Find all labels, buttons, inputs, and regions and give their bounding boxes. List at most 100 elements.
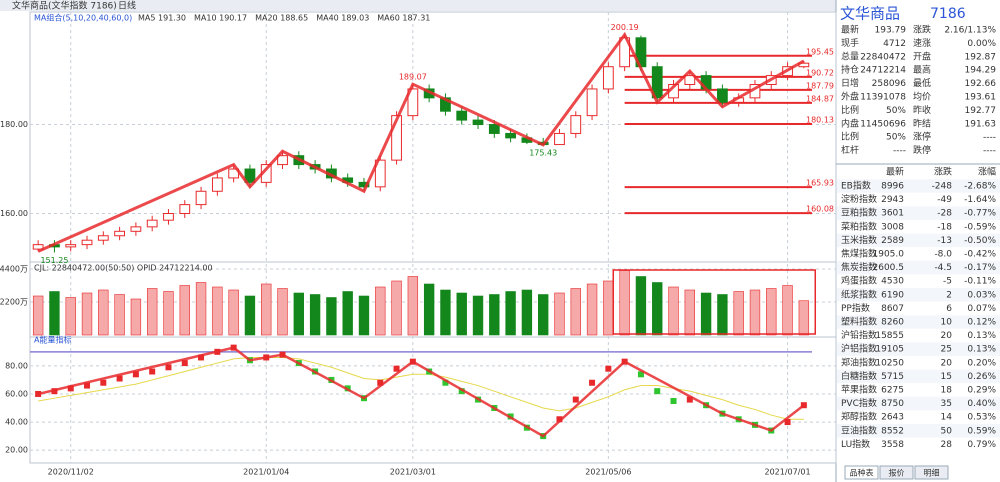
index-name[interactable]: 鸡蛋指数 [841,275,877,287]
quote-label: 日增 [841,77,859,89]
index-name[interactable]: 纸浆指数 [841,288,877,300]
tab[interactable] [914,465,949,480]
level-label: 184.87 [806,94,834,103]
volume-bar [668,286,679,336]
index-name[interactable]: 淀粉指数 [841,193,877,205]
indicator-point [393,365,400,372]
index-price: 6275 [881,386,904,396]
table-row[interactable] [837,315,1000,329]
table-row[interactable] [837,274,1000,288]
quote-label: 涨跌 [913,25,931,36]
index-price: 2600.5 [873,263,905,273]
volume-bar [81,292,93,336]
volume-bar [163,291,174,336]
index-name[interactable]: 豆油指数 [841,424,877,436]
index-pct: 0.13% [967,331,996,341]
volume-bar [326,297,337,336]
tab[interactable] [844,465,879,480]
volume-bar [375,286,386,336]
table-row[interactable] [837,396,1000,411]
candle-body [81,239,93,246]
candle-body [505,132,516,139]
table-row[interactable] [837,342,1000,356]
index-name[interactable]: 白糖指数 [841,370,877,382]
index-name[interactable]: 郑醇指数 [841,411,877,423]
table-row[interactable] [837,260,1000,275]
index-price: 1905.0 [873,250,905,260]
tab-label[interactable]: 报价 [889,468,905,478]
volume-bar [423,283,435,336]
candle-body [32,244,44,250]
table-row[interactable] [837,356,1000,370]
x-tick-label: 2021/03/01 [390,468,436,477]
index-name[interactable]: 焦煤指数 [841,248,877,260]
quote-value: 191.63 [965,119,997,129]
index-name[interactable]: PVC指数 [841,397,877,409]
candle-body [211,177,223,192]
volume-bar [733,291,744,336]
candle-body [130,226,142,232]
volume-bar [684,289,695,336]
table-row[interactable] [837,369,1000,384]
index-name[interactable]: 沪铅指数 [841,329,877,341]
quote-value: 0.00% [967,39,996,49]
index-name[interactable]: LU指数 [841,438,870,450]
table-row[interactable] [837,383,1000,397]
volume-bar [261,283,272,336]
index-name[interactable]: 沪铝指数 [841,343,877,355]
quote-value: 24712214 [860,66,906,76]
quote-value: ---- [893,146,906,156]
index-name[interactable]: PP指数 [841,302,870,314]
table-row[interactable] [837,179,1000,193]
table-row[interactable] [837,410,1000,424]
index-name[interactable]: 菜粕指数 [841,220,877,232]
table-row[interactable] [837,220,1000,234]
indicator-point [784,419,791,426]
table-header: 涨跌 [934,167,952,178]
index-name[interactable]: 玉米指数 [841,234,877,246]
title-bar [0,0,836,11]
volume-bar [407,276,419,336]
table-row[interactable] [837,247,1000,261]
quote-label: 昨结 [913,117,931,129]
y-tick-label: 180.00 [0,120,28,129]
candle-body [488,124,500,134]
table-row[interactable] [837,206,1000,220]
quote-value: 50% [886,133,906,143]
index-name[interactable]: 焦炭指数 [841,261,877,273]
table-row[interactable] [837,288,1000,302]
volume-bar [440,289,451,336]
index-change: 20 [941,331,953,341]
price-annotation: 200.19 [611,23,639,32]
index-name[interactable]: 苹果指数 [841,384,877,396]
volume-bar [798,300,810,336]
volume-bar [114,294,125,336]
index-change: 50 [941,426,953,436]
quote-value: 50% [886,106,906,116]
index-price: 3558 [881,440,904,450]
index-name[interactable]: 郑油指数 [841,356,877,368]
index-name[interactable]: 豆粕指数 [841,207,877,219]
level-label: 190.72 [806,68,834,77]
quote-title: 文华商品 [840,5,900,23]
index-price: 8607 [881,304,904,314]
index-name[interactable]: EB指数 [841,180,871,192]
table-row[interactable] [837,301,1000,316]
table-row[interactable] [837,233,1000,248]
table-row[interactable] [837,328,1000,343]
indicator-point [67,385,74,392]
tab-label[interactable]: 明细 [924,468,940,478]
table-row[interactable] [837,437,1000,452]
quote-label: 现手 [841,37,859,49]
index-name[interactable]: 塑料指数 [841,316,877,328]
table-row[interactable] [837,424,1000,438]
tab-label[interactable]: 品种表 [850,468,874,478]
indicator-point [149,368,156,375]
index-pct: 0.20% [967,358,996,368]
x-tick-label: 2021/07/01 [765,468,811,477]
tab[interactable] [879,465,914,480]
period[interactable]: 日线 [118,0,136,12]
indicator-point [165,364,172,371]
volume-bar [456,292,467,336]
table-row[interactable] [837,192,1000,207]
